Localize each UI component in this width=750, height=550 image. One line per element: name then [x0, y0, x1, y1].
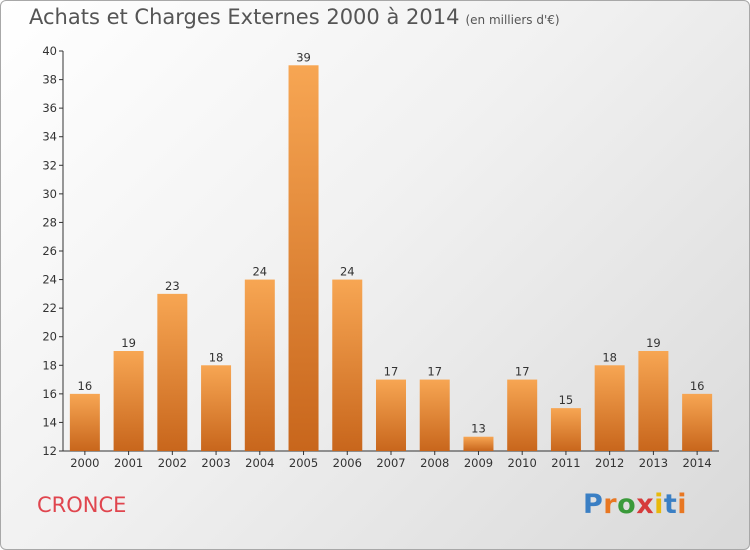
bar [288, 65, 319, 452]
data-label: 18 [209, 350, 224, 364]
y-tick-label: 12 [42, 444, 57, 458]
chart-bars [69, 65, 713, 452]
y-tick-label: 24 [42, 273, 57, 287]
x-tick-label: 2008 [420, 456, 449, 470]
x-tick-label: 2005 [289, 456, 318, 470]
data-label: 17 [384, 365, 399, 379]
logo-letter: P [583, 489, 604, 520]
y-tick-label: 28 [42, 215, 57, 229]
x-tick-label: 2007 [376, 456, 405, 470]
y-tick-label: 14 [42, 415, 57, 429]
x-tick-label: 2001 [114, 456, 143, 470]
data-label: 23 [165, 279, 180, 293]
x-tick-label: 2003 [201, 456, 230, 470]
x-tick-label: 2011 [551, 456, 580, 470]
logo-letter: o [617, 489, 637, 520]
commune-name: CRONCE [37, 493, 127, 517]
bar [419, 379, 450, 451]
y-tick-label: 20 [42, 330, 57, 344]
bar [507, 379, 538, 451]
logo-letter: x [636, 489, 655, 520]
logo-letter: i [677, 489, 688, 520]
bar [682, 393, 713, 451]
bar [201, 365, 232, 451]
data-label: 17 [427, 365, 442, 379]
bar [113, 351, 144, 451]
bar [244, 279, 275, 451]
logo-letter: i [654, 489, 664, 520]
data-label: 18 [602, 350, 617, 364]
chart-data-labels: 16 19 23 18 24 39 24 17 17 13 17 15 18 19 16 [78, 50, 705, 435]
logo-letter: r [603, 489, 618, 520]
x-tick-label: 2012 [595, 456, 624, 470]
data-label: 24 [340, 265, 355, 279]
data-label: 15 [559, 393, 574, 407]
data-label: 19 [121, 336, 136, 350]
data-label: 16 [78, 379, 93, 393]
bar [638, 351, 669, 451]
x-tick-label: 2009 [464, 456, 493, 470]
y-tick-label: 32 [42, 158, 57, 172]
x-tick-label: 2006 [333, 456, 362, 470]
y-tick-label: 38 [42, 73, 57, 87]
proxiti-logo: Proxiti [583, 489, 687, 520]
x-tick-label: 2013 [639, 456, 668, 470]
bar [376, 379, 406, 451]
data-label: 39 [296, 50, 311, 64]
x-tick-label: 2014 [682, 456, 711, 470]
logo-letter: t [663, 489, 678, 520]
data-label: 17 [515, 365, 530, 379]
chart-axes: 12 14 16 18 20 22 24 26 28 30 32 34 36 38 40 2000 2001 20… [42, 44, 719, 470]
y-tick-label: 40 [42, 44, 57, 58]
y-tick-label: 36 [42, 101, 57, 115]
y-tick-label: 34 [42, 130, 57, 144]
data-label: 24 [252, 265, 267, 279]
title-text: Achats et Charges Externes 2000 à 2014 [29, 5, 460, 29]
chart-subtitle: (en milliers d'€) [465, 13, 560, 27]
bar [69, 393, 100, 451]
x-tick-label: 2004 [245, 456, 274, 470]
data-label: 19 [646, 336, 661, 350]
y-tick-label: 16 [42, 387, 57, 401]
y-tick-label: 22 [42, 301, 57, 315]
y-tick-label: 26 [42, 244, 57, 258]
data-label: 13 [471, 422, 486, 436]
bar [594, 365, 625, 451]
data-label: 16 [690, 379, 705, 393]
y-tick-label: 18 [42, 358, 57, 372]
bar [332, 279, 363, 451]
bar [463, 436, 494, 451]
x-tick-label: 2002 [158, 456, 187, 470]
bar [550, 408, 581, 451]
bar [157, 293, 188, 451]
x-tick-label: 2000 [70, 456, 99, 470]
x-tick-label: 2010 [508, 456, 537, 470]
y-tick-label: 30 [42, 187, 57, 201]
chart-title: Achats et Charges Externes 2000 à 2014 (e… [29, 5, 560, 29]
